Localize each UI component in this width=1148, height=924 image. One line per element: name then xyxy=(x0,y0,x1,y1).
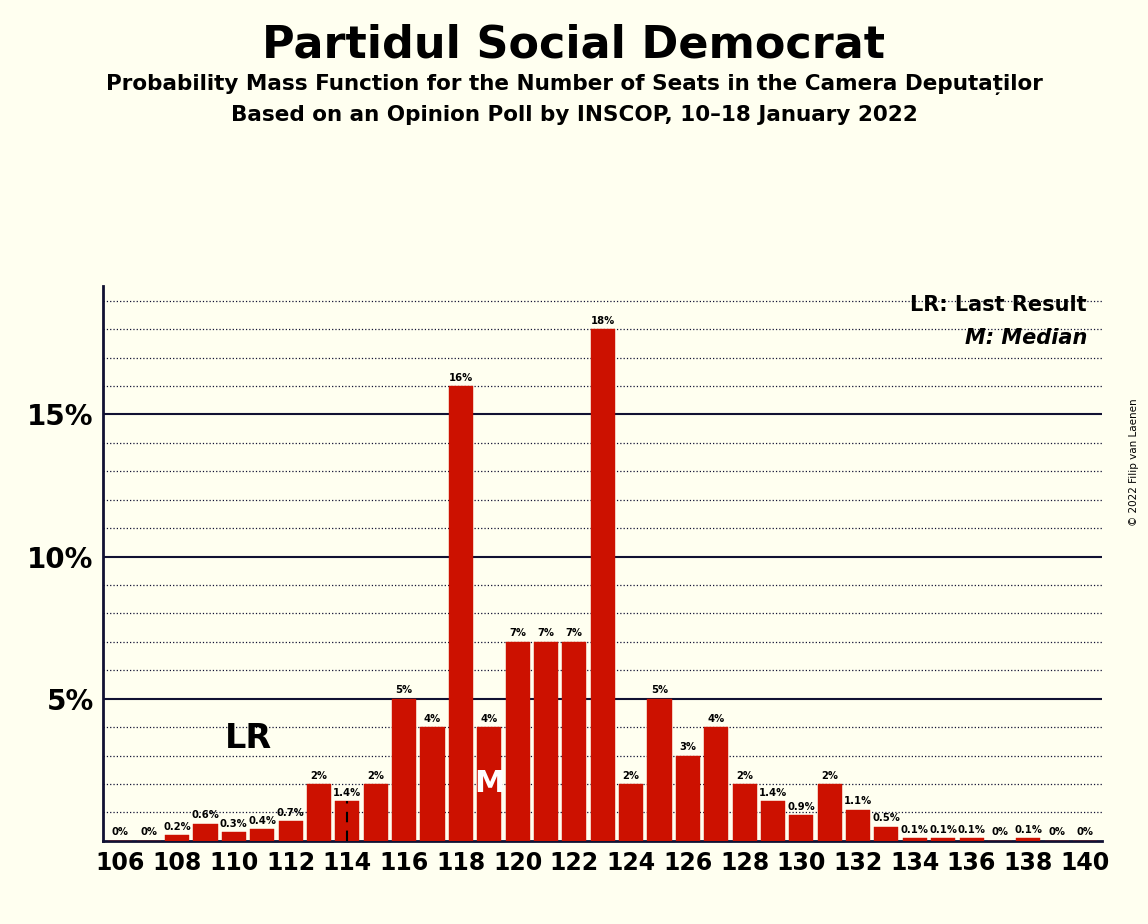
Text: 0.7%: 0.7% xyxy=(277,808,304,818)
Text: 5%: 5% xyxy=(651,686,668,695)
Bar xyxy=(307,784,331,841)
Bar xyxy=(193,824,217,841)
Text: 7%: 7% xyxy=(509,628,526,638)
Bar xyxy=(846,809,870,841)
Text: 3%: 3% xyxy=(680,742,697,752)
Text: 0.6%: 0.6% xyxy=(192,810,219,821)
Bar xyxy=(960,838,984,841)
Bar xyxy=(761,801,785,841)
Text: 0.4%: 0.4% xyxy=(248,816,277,826)
Text: 7%: 7% xyxy=(566,628,583,638)
Text: Probability Mass Function for the Number of Seats in the Camera Deputaților: Probability Mass Function for the Number… xyxy=(106,74,1042,95)
Bar xyxy=(590,329,615,841)
Bar xyxy=(1016,838,1040,841)
Text: 0.5%: 0.5% xyxy=(872,813,900,823)
Text: LR: LR xyxy=(225,722,272,755)
Text: 0.3%: 0.3% xyxy=(220,819,248,829)
Text: 0.1%: 0.1% xyxy=(929,824,957,834)
Text: 4%: 4% xyxy=(424,713,441,723)
Text: 2%: 2% xyxy=(821,771,838,781)
Bar xyxy=(335,801,359,841)
Text: 4%: 4% xyxy=(481,713,498,723)
Bar xyxy=(704,727,728,841)
Bar xyxy=(420,727,444,841)
Bar xyxy=(790,815,814,841)
Text: 2%: 2% xyxy=(622,771,639,781)
Text: Based on an Opinion Poll by INSCOP, 10–18 January 2022: Based on an Opinion Poll by INSCOP, 10–1… xyxy=(231,105,917,126)
Text: 0%: 0% xyxy=(992,827,1008,837)
Bar xyxy=(391,699,416,841)
Bar xyxy=(732,784,757,841)
Text: 0.9%: 0.9% xyxy=(788,802,815,812)
Bar xyxy=(250,830,274,841)
Text: M: Median: M: Median xyxy=(964,328,1087,348)
Bar xyxy=(449,386,473,841)
Text: 4%: 4% xyxy=(707,713,724,723)
Text: Partidul Social Democrat: Partidul Social Democrat xyxy=(263,23,885,67)
Bar xyxy=(222,833,246,841)
Bar xyxy=(279,821,303,841)
Text: 0%: 0% xyxy=(1077,827,1094,837)
Bar xyxy=(505,642,529,841)
Text: 0.1%: 0.1% xyxy=(901,824,929,834)
Bar xyxy=(875,827,899,841)
Text: 0.1%: 0.1% xyxy=(957,824,986,834)
Bar xyxy=(364,784,388,841)
Text: 0%: 0% xyxy=(1048,827,1065,837)
Bar xyxy=(817,784,841,841)
Text: 2%: 2% xyxy=(310,771,327,781)
Text: 0.1%: 0.1% xyxy=(1015,824,1042,834)
Text: 7%: 7% xyxy=(537,628,554,638)
Text: 16%: 16% xyxy=(449,372,473,383)
Text: 18%: 18% xyxy=(590,316,615,325)
Text: 0%: 0% xyxy=(111,827,129,837)
Text: 0%: 0% xyxy=(140,827,157,837)
Text: 1.4%: 1.4% xyxy=(759,787,788,797)
Bar xyxy=(902,838,926,841)
Bar xyxy=(676,756,700,841)
Text: 5%: 5% xyxy=(396,686,412,695)
Bar xyxy=(619,784,643,841)
Text: LR: Last Result: LR: Last Result xyxy=(910,295,1087,315)
Text: 1.1%: 1.1% xyxy=(844,796,872,806)
Text: 0.2%: 0.2% xyxy=(163,821,191,832)
Text: 2%: 2% xyxy=(736,771,753,781)
Text: 2%: 2% xyxy=(367,771,385,781)
Bar xyxy=(563,642,587,841)
Bar xyxy=(931,838,955,841)
Text: 1.4%: 1.4% xyxy=(333,787,362,797)
Bar xyxy=(647,699,672,841)
Bar xyxy=(478,727,502,841)
Bar xyxy=(534,642,558,841)
Text: M: M xyxy=(474,770,504,798)
Bar xyxy=(165,835,189,841)
Text: © 2022 Filip van Laenen: © 2022 Filip van Laenen xyxy=(1128,398,1139,526)
